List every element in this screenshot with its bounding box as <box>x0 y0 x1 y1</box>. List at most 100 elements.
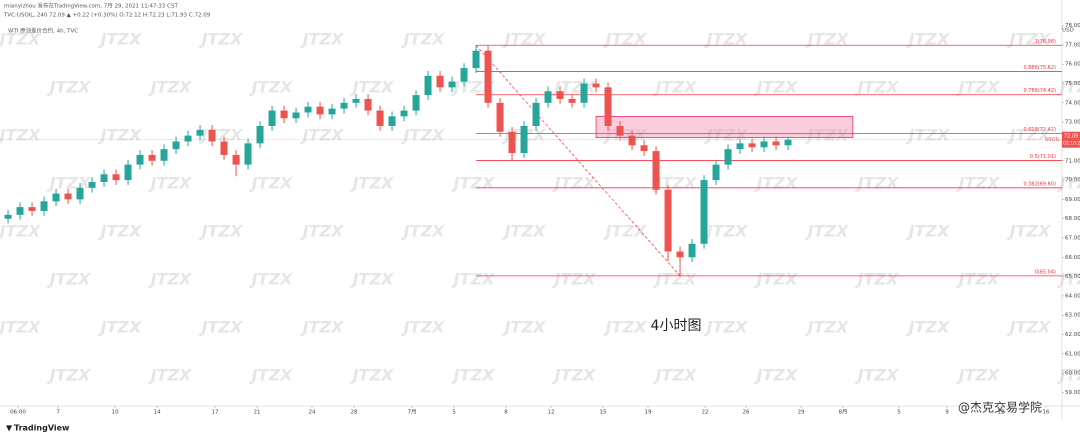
watermark: JTZX <box>754 174 798 193</box>
x-tick-label: 7月 <box>408 409 417 416</box>
candle-body <box>112 174 120 181</box>
watermark: JTZX <box>805 222 849 241</box>
candle-body <box>400 110 408 117</box>
candle-body <box>280 110 288 119</box>
candle-body <box>508 131 516 154</box>
watermark: JTZX <box>855 78 899 97</box>
x-tick-label: 12 <box>548 410 555 416</box>
watermark: JTZX <box>0 126 41 145</box>
y-tick-label: 66.00 <box>1065 255 1080 261</box>
watermark: JTZX <box>300 126 344 145</box>
x-tick-label: 8 <box>504 410 508 416</box>
x-tick-label: 29 <box>798 410 805 416</box>
y-tick-label: 62.00 <box>1065 332 1080 338</box>
brand: TradingView <box>14 424 70 433</box>
watermark: JTZX <box>300 30 344 49</box>
candle-body <box>88 182 96 188</box>
candle-body <box>268 110 276 126</box>
y-tick-label: 75.00 <box>1065 81 1080 87</box>
candle-body <box>604 87 612 126</box>
watermark: JTZX <box>704 222 748 241</box>
legend: WTI 原油差价合约, 4h, TVC <box>8 27 78 35</box>
candle-body <box>364 98 372 111</box>
watermark: JTZX <box>199 30 243 49</box>
candle-body <box>148 154 156 161</box>
x-tick-label: 9 <box>945 410 949 416</box>
x-tick-label: 5 <box>897 410 901 416</box>
watermark: JTZX <box>47 78 91 97</box>
candle-body <box>100 174 108 182</box>
x-tick-label: 8月 <box>839 409 848 416</box>
fib-label: 1(76.98) <box>1035 39 1056 45</box>
watermark: JTZX <box>148 366 192 385</box>
watermark: JTZX <box>148 270 192 289</box>
watermark: JTZX <box>805 318 849 337</box>
candle-body <box>676 251 684 258</box>
candle-body <box>220 141 228 155</box>
x-tick-label: 21 <box>254 410 261 416</box>
y-tick-label: 63.00 <box>1065 313 1080 319</box>
candle-body <box>580 83 588 103</box>
watermark: JTZX <box>199 222 243 241</box>
watermark: JTZX <box>401 222 445 241</box>
watermark: JTZX <box>653 78 697 97</box>
candle-body <box>196 129 204 136</box>
x-tick-label: 28 <box>351 410 358 416</box>
candle-body <box>208 129 216 142</box>
x-tick-label: 19 <box>645 410 652 416</box>
watermark: JTZX <box>502 318 546 337</box>
watermark: JTZX <box>98 30 142 49</box>
quote: TVC:USOIL, 240 72.09 ▲ +0.22 (+0.30%) O:… <box>3 13 211 19</box>
candle-body <box>568 98 576 103</box>
watermark: JTZX <box>906 126 950 145</box>
candle-body <box>748 143 756 148</box>
x-tick-label: 22 <box>702 410 709 416</box>
x-tick-label: 16 <box>1043 410 1050 416</box>
candle-body <box>520 126 528 154</box>
author-watermark: @杰克交易学院 <box>958 400 1042 415</box>
watermark: JTZX <box>956 78 1000 97</box>
y-tick-label: 78.00 <box>1065 23 1080 29</box>
y-tick-label: 60.00 <box>1065 371 1080 377</box>
candle-body <box>652 151 660 190</box>
candle-body <box>388 116 396 126</box>
watermark: JTZX <box>1007 222 1051 241</box>
candle-body <box>664 189 672 252</box>
watermark: JTZX <box>956 366 1000 385</box>
candle-body <box>436 75 444 88</box>
candle-body <box>292 112 300 119</box>
candle-body <box>256 126 264 144</box>
watermark: JTZX <box>653 366 697 385</box>
candle-body <box>484 50 492 103</box>
watermark: JTZX <box>148 174 192 193</box>
candle-body <box>472 50 480 69</box>
x-tick-label: 17 <box>212 410 219 416</box>
y-tick-label: 71.00 <box>1065 158 1080 164</box>
fib-label: 0.618(72.42) <box>1023 127 1056 133</box>
candle-body <box>184 135 192 142</box>
watermark: JTZX <box>653 270 697 289</box>
y-tick-label: 68.00 <box>1065 216 1080 222</box>
x-tick-label: 15 <box>600 410 607 416</box>
watermark: JTZX <box>249 78 293 97</box>
y-tick-label: 77.00 <box>1065 42 1080 48</box>
watermark: JTZX <box>552 174 596 193</box>
watermark: JTZX <box>401 30 445 49</box>
candle-body <box>412 95 420 111</box>
y-tick-label: 61.00 <box>1065 351 1080 357</box>
watermark: JTZX <box>1007 318 1051 337</box>
watermark: JTZX <box>704 318 748 337</box>
watermark: JTZX <box>603 30 647 49</box>
candle-body <box>592 83 600 88</box>
candle-body <box>172 141 180 150</box>
candle-body <box>772 141 780 146</box>
candle-body <box>16 207 24 215</box>
watermark: JTZX <box>401 318 445 337</box>
watermark: JTZX <box>350 78 394 97</box>
watermark: JTZX <box>451 174 495 193</box>
candle-body <box>328 108 336 115</box>
watermark: JTZX <box>300 318 344 337</box>
watermark: JTZX <box>300 222 344 241</box>
candle-body <box>244 143 252 165</box>
